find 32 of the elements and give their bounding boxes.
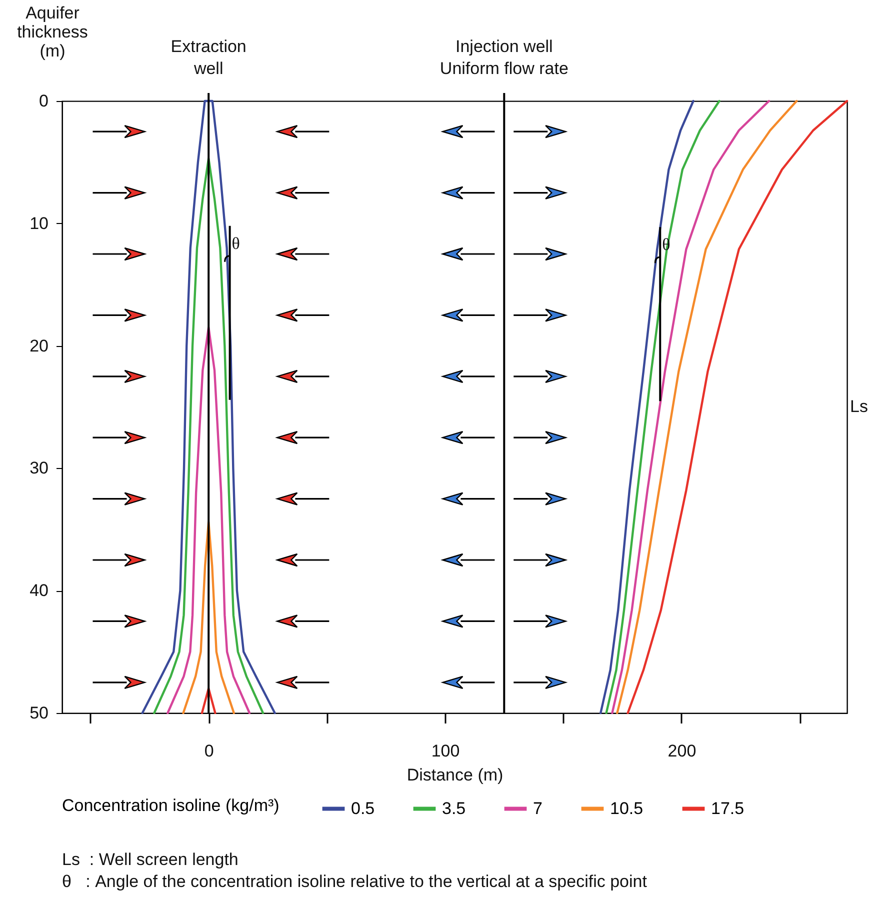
x-tick-label: 100 <box>431 742 460 760</box>
legend-label: 3.5 <box>442 798 466 818</box>
y-tick-label: 20 <box>30 336 48 356</box>
y-tick-label: 40 <box>30 581 48 600</box>
text: Ls : Well screen length <box>62 850 240 870</box>
ref-line-label: Extraction well <box>170 37 246 78</box>
text: θ : Angle of the concentration isoline relative to the vertical at a specific point <box>62 872 648 892</box>
text: Ls <box>850 397 868 416</box>
annotation: θ <box>232 234 240 253</box>
legend-label: 10.5 <box>610 798 644 818</box>
y-tick-label: 10 <box>30 214 48 233</box>
line-series <box>153 157 264 714</box>
legend-label: 7 <box>533 798 542 818</box>
line-series <box>182 520 235 714</box>
y-tick-label: 50 <box>30 704 48 722</box>
line-series <box>605 100 720 714</box>
legend-label: 0.5 <box>351 798 375 818</box>
y-tick-label: 0 <box>39 92 48 110</box>
line-series <box>616 100 798 714</box>
ref-line-label: Injection well Uniform flow rate <box>440 37 568 78</box>
y-tick-label: 30 <box>30 458 48 478</box>
legend-title: Concentration isoline (kg/m³) <box>62 796 280 815</box>
line-series <box>626 100 848 714</box>
line-series <box>166 326 251 714</box>
x-axis-title: Distance (m) <box>406 766 504 784</box>
legend-label: 17.5 <box>711 798 744 818</box>
y-axis-title: Aquifer thickness (m) <box>17 4 88 60</box>
line-series <box>600 100 694 714</box>
line-series <box>611 100 770 714</box>
x-tick-label: 0 <box>204 742 214 760</box>
x-tick-label: 200 <box>668 742 696 760</box>
line-series <box>141 100 276 714</box>
